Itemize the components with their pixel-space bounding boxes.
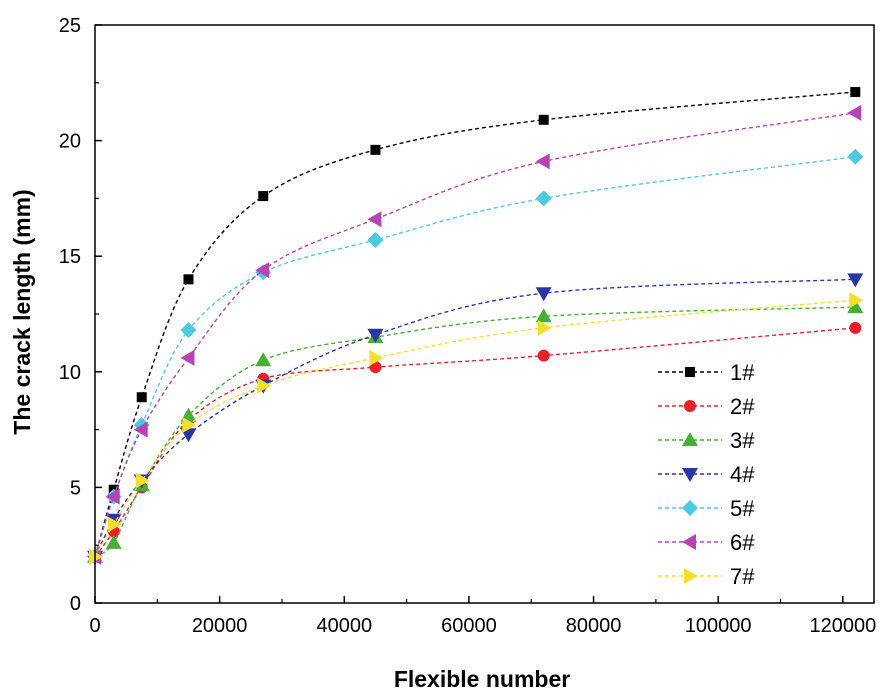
data-point [367,328,384,343]
plot-area [87,87,864,565]
data-point [258,191,269,202]
data-point [538,114,549,125]
data-point [367,211,382,228]
data-point [257,377,272,394]
data-point [535,287,552,302]
data-point [133,421,148,438]
x-tick-label: 100000 [685,615,752,637]
legend: 1# 2# 3# 4# 5# 6# 7# [658,360,755,589]
y-axis-title: The crack length (mm) [9,189,35,434]
legend-marker [682,432,698,446]
legend-marker [682,468,698,482]
legend-label: 3# [730,428,755,453]
y-tick-label: 10 [59,362,81,384]
data-point [537,319,552,336]
data-point [849,321,862,334]
legend-label: 7# [730,564,755,589]
data-point [849,292,864,309]
data-point [180,349,195,366]
legend-item-7: 7# [658,564,755,589]
series-line [94,327,856,558]
y-tick-label: 0 [70,593,81,615]
series-line [94,306,856,558]
legend-item-2: 2# [658,394,755,419]
data-point [369,349,384,366]
legend-label: 6# [730,530,755,555]
data-point [847,148,864,165]
legend-marker [682,500,698,516]
series-line [94,278,856,558]
legend-label: 4# [730,462,755,487]
legend-label: 1# [730,360,755,385]
data-point [107,516,122,533]
series-line [94,299,856,558]
series-7 [89,292,864,565]
series-line [94,112,856,558]
data-point [535,308,552,323]
x-tick-label: 60000 [441,615,497,637]
data-point [255,262,270,279]
data-point [535,153,550,170]
axes: 0 20000 40000 60000 80000 100000 120000 0 5 10 15 2… [59,15,876,637]
x-tick-label: 40000 [316,615,372,637]
x-tick-label: 0 [89,615,100,637]
data-point [255,352,272,367]
plot-frame [94,24,875,604]
data-point [135,472,150,489]
legend-marker [682,534,696,550]
legend-item-6: 6# [658,530,755,555]
series-4 [87,273,864,565]
legend-marker [684,568,698,584]
y-tick-label: 15 [59,246,81,268]
legend-item-5: 5# [658,496,755,521]
data-point [183,274,194,285]
data-point [847,299,864,314]
legend-marker [685,367,695,377]
legend-item-4: 4# [658,462,755,487]
data-point [370,144,381,155]
legend-item-3: 3# [658,428,755,453]
x-tick-label: 120000 [809,615,876,637]
legend-marker [684,400,696,412]
data-point [105,534,122,549]
series-line [94,91,856,557]
data-point [847,273,864,288]
y-tick-label: 5 [70,477,81,499]
data-point [136,392,147,403]
legend-label: 5# [730,496,755,521]
y-tick-label: 20 [59,131,81,153]
data-point [850,87,861,98]
data-point [180,322,197,339]
y-tick-label: 25 [59,15,81,37]
data-point [182,416,197,433]
x-tick-label: 80000 [566,615,622,637]
legend-item-1: 1# [658,360,755,385]
legend-label: 2# [730,394,755,419]
data-point [847,104,862,121]
x-tick-label: 20000 [192,615,248,637]
x-axis-title: Flexible number [394,666,570,691]
data-point [89,548,103,565]
data-point [537,349,550,362]
data-point [105,488,120,505]
data-point [367,232,384,249]
series-1 [90,87,861,562]
data-point [535,190,552,207]
